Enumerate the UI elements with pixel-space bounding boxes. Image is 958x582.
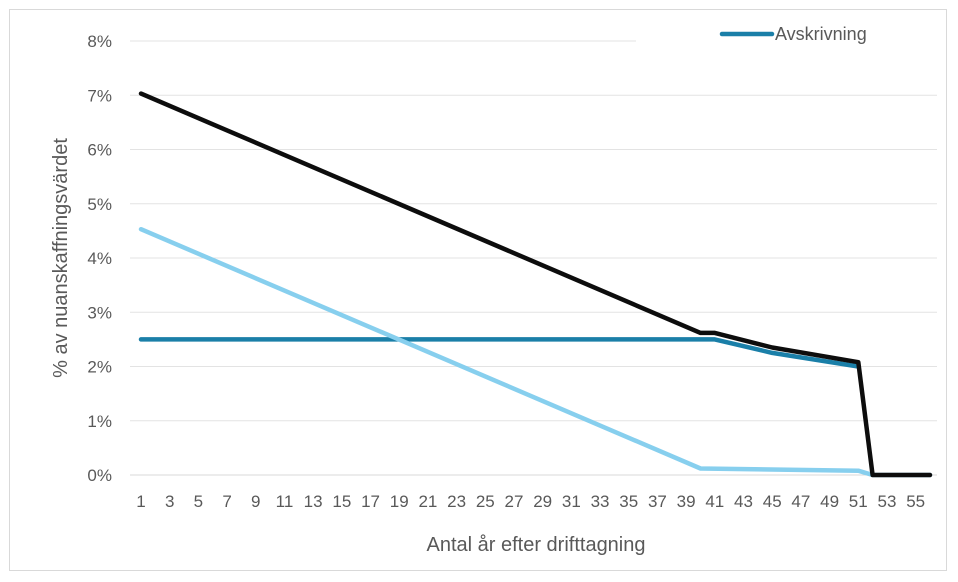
y-tick-label: 5% (87, 195, 112, 214)
x-tick-label: 5 (194, 492, 203, 511)
x-tick-label: 47 (791, 492, 810, 511)
x-tick-label: 29 (533, 492, 552, 511)
y-tick-label: 2% (87, 358, 112, 377)
y-tick-label: 4% (87, 249, 112, 268)
x-tick-label: 9 (251, 492, 260, 511)
x-tick-label: 27 (505, 492, 524, 511)
y-tick-label: 6% (87, 141, 112, 160)
x-tick-label: 39 (677, 492, 696, 511)
x-axis-ticks: 1 3 5 7 9 11 13 15 17 19 21 23 25 27 29 31 33 35 37 39 41 43 4… (136, 492, 925, 511)
x-tick-label: 17 (361, 492, 380, 511)
x-tick-label: 3 (165, 492, 174, 511)
y-tick-label: 7% (87, 86, 112, 105)
x-tick-label: 53 (878, 492, 897, 511)
legend: Avskrivning (719, 24, 867, 44)
x-tick-label: 19 (390, 492, 409, 511)
x-tick-label: 31 (562, 492, 581, 511)
x-tick-label: 15 (332, 492, 351, 511)
x-tick-label: 37 (648, 492, 667, 511)
x-tick-label: 23 (447, 492, 466, 511)
y-tick-label: 0% (87, 466, 112, 485)
x-tick-label: 49 (820, 492, 839, 511)
x-tick-label: 45 (763, 492, 782, 511)
x-tick-label: 1 (136, 492, 145, 511)
x-tick-label: 21 (418, 492, 437, 511)
legend-label: Avskrivning (775, 24, 867, 44)
y-axis-title: % av nuanskaffningsvärdet (50, 138, 72, 378)
gridlines (130, 40, 937, 476)
series-lines (138, 91, 933, 478)
x-tick-label: 11 (276, 492, 294, 511)
series-line-1 (138, 337, 861, 369)
x-tick-label: 7 (222, 492, 231, 511)
x-tick-label: 25 (476, 492, 495, 511)
x-tick-label: 51 (849, 492, 868, 511)
x-tick-label: 13 (304, 492, 323, 511)
x-tick-label: 43 (734, 492, 753, 511)
y-axis-ticks: 0% 1% 2% 3% 4% 5% 6% 7% 8% (87, 32, 112, 485)
y-tick-label: 1% (87, 412, 112, 431)
y-tick-label: 3% (87, 303, 112, 322)
x-tick-label: 33 (591, 492, 610, 511)
x-axis-title: Antal år efter drifttagning (426, 534, 645, 556)
x-tick-label: 55 (906, 492, 925, 511)
y-tick-label: 8% (87, 32, 112, 51)
x-tick-label: 35 (619, 492, 638, 511)
series-line-3 (138, 91, 933, 478)
x-tick-label: 41 (705, 492, 724, 511)
